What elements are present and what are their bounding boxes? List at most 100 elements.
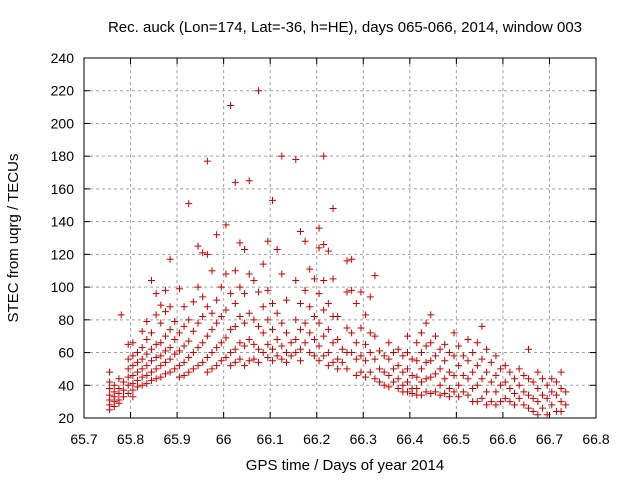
data-point — [334, 365, 342, 373]
data-point — [399, 352, 407, 360]
data-point — [166, 355, 174, 363]
data-point — [492, 371, 500, 379]
data-point — [278, 270, 286, 278]
data-point — [269, 196, 277, 204]
data-point — [208, 365, 216, 373]
data-point — [338, 358, 346, 366]
data-point — [548, 388, 556, 396]
data-point — [478, 322, 486, 330]
data-point — [124, 340, 132, 348]
data-point — [185, 316, 193, 324]
data-point — [245, 335, 253, 343]
data-point — [143, 371, 151, 379]
data-point — [515, 381, 523, 389]
data-point — [492, 388, 500, 396]
data-point — [501, 362, 509, 370]
data-point — [450, 352, 458, 360]
data-point — [161, 286, 169, 294]
data-point — [315, 357, 323, 365]
data-point — [231, 322, 239, 330]
data-point — [129, 352, 137, 360]
data-point — [324, 362, 332, 370]
data-point — [315, 224, 323, 232]
data-point — [115, 375, 123, 383]
data-point — [292, 335, 300, 343]
grid-lines — [84, 58, 596, 418]
data-point — [334, 335, 342, 343]
data-point — [436, 365, 444, 373]
data-point — [362, 373, 370, 381]
data-point — [436, 381, 444, 389]
data-point — [413, 373, 421, 381]
data-point — [227, 349, 235, 357]
data-point — [501, 378, 509, 386]
data-point — [171, 335, 179, 343]
data-point — [269, 299, 277, 307]
y-tick-label: 160 — [51, 181, 75, 197]
data-point — [255, 345, 263, 353]
data-point — [143, 350, 151, 358]
data-point — [394, 375, 402, 383]
data-point — [185, 337, 193, 345]
data-point — [390, 378, 398, 386]
data-point — [166, 326, 174, 334]
data-point — [194, 362, 202, 370]
data-point — [543, 411, 551, 419]
data-point — [413, 385, 421, 393]
data-point — [478, 394, 486, 402]
data-point — [296, 299, 304, 307]
data-point — [306, 349, 314, 357]
data-point — [138, 327, 146, 335]
data-point — [455, 362, 463, 370]
data-point — [250, 340, 258, 348]
y-tick-label: 240 — [51, 50, 75, 66]
data-point — [194, 242, 202, 250]
data-point — [236, 339, 244, 347]
data-point — [320, 152, 328, 160]
y-tick-label: 80 — [58, 312, 74, 328]
x-tick-label: 65.8 — [117, 431, 144, 447]
data-point — [324, 299, 332, 307]
data-point — [166, 255, 174, 263]
data-point — [222, 334, 230, 342]
data-point — [217, 339, 225, 347]
data-point — [380, 381, 388, 389]
data-point — [143, 380, 151, 388]
data-point — [427, 357, 435, 365]
data-point — [180, 303, 188, 311]
data-point — [175, 329, 183, 337]
y-tick-label: 140 — [51, 214, 75, 230]
data-point — [473, 381, 481, 389]
data-point — [138, 355, 146, 363]
data-point — [185, 353, 193, 361]
data-point — [269, 345, 277, 353]
data-point — [157, 339, 165, 347]
data-point — [366, 329, 374, 337]
data-point — [506, 398, 514, 406]
data-point — [534, 368, 542, 376]
data-point — [147, 345, 155, 353]
data-point — [203, 303, 211, 311]
data-point — [403, 365, 411, 373]
data-point — [492, 401, 500, 409]
data-point — [129, 380, 137, 388]
data-point — [371, 375, 379, 383]
data-point — [352, 355, 360, 363]
x-tick-label: 66 — [216, 431, 232, 447]
data-point — [315, 290, 323, 298]
y-tick-labels: 20 40 60 80 100 120 140 160 180 200 220 240 — [51, 50, 75, 426]
data-point — [157, 362, 165, 370]
data-point — [483, 368, 491, 376]
data-point — [231, 358, 239, 366]
data-point — [403, 388, 411, 396]
data-point — [134, 358, 142, 366]
data-point — [315, 244, 323, 252]
data-point — [110, 381, 118, 389]
data-point — [380, 352, 388, 360]
data-point — [255, 288, 263, 296]
data-point — [455, 342, 463, 350]
data-point — [417, 329, 425, 337]
data-point — [310, 313, 318, 321]
data-point — [450, 371, 458, 379]
data-point — [301, 319, 309, 327]
